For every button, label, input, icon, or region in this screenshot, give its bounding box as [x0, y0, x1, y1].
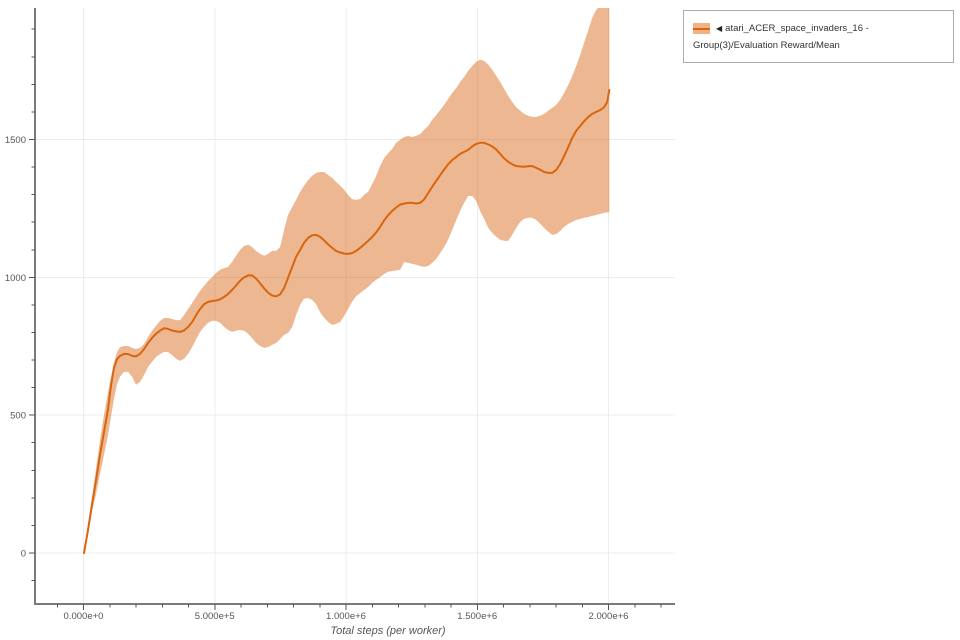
reward-mean-line: [83, 88, 611, 554]
x-tick-label: 5.000e+5: [195, 611, 235, 622]
axes: [34, 8, 675, 605]
y-tick-label: 0: [21, 549, 26, 560]
reward-band: [84, 8, 610, 553]
x-tick-label: 1.000e+6: [326, 611, 366, 622]
x-tick-label: 2.000e+6: [589, 611, 629, 622]
legend-collapse-icon: ◀: [716, 24, 723, 33]
y-tick-label: 1000: [5, 273, 26, 284]
legend-series-swatch: [693, 23, 710, 34]
y-tick-label: 500: [10, 411, 26, 422]
gridlines: [35, 8, 675, 604]
x-axis-title: Total steps (per worker): [330, 625, 445, 637]
ticks: [29, 28, 662, 610]
legend-series-label: atari_ACER_space_invaders_16 - Group(3)/…: [693, 23, 869, 51]
legend-swatch-line: [693, 27, 710, 30]
y-tick-label: 1500: [5, 135, 26, 146]
x-tick-label: 1.500e+6: [457, 611, 497, 622]
tick-labels: 0.000e+0 5.000e+5 1.000e+6 1.500e+6 2.000e+6…: [5, 135, 629, 622]
x-tick-label: 0.000e+0: [64, 611, 104, 622]
legend[interactable]: ◀ atari_ACER_space_invaders_16 - Group(3)…: [683, 10, 954, 63]
